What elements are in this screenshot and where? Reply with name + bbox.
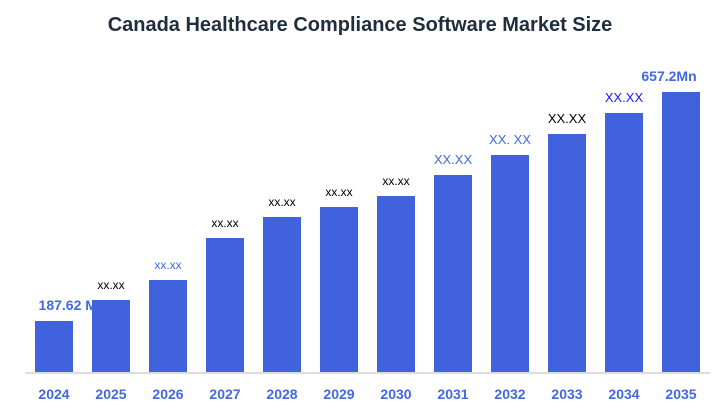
x-tick-label-2032: 2032	[494, 386, 525, 402]
chart-title: Canada Healthcare Compliance Software Ma…	[107, 14, 613, 36]
bar-2031	[434, 175, 472, 372]
x-tick-label-2026: 2026	[152, 386, 183, 402]
x-tick-label-2029: 2029	[323, 386, 354, 402]
x-tick-label-2031: 2031	[437, 386, 468, 402]
data-label-2031: XX.XX	[434, 152, 473, 167]
data-label-2027: xx.xx	[211, 216, 238, 230]
data-label-2032: XX. XX	[489, 132, 531, 147]
x-tick-label-2034: 2034	[608, 386, 639, 402]
x-tick-label-2030: 2030	[380, 386, 411, 402]
x-tick-label-2028: 2028	[266, 386, 297, 402]
bar-2029	[320, 206, 358, 372]
bar-2025	[92, 299, 130, 372]
bar-2035	[662, 92, 700, 372]
x-tick-label-2035: 2035	[665, 386, 696, 402]
data-label-2028: xx.xx	[268, 195, 295, 209]
data-label-2026: xx.xx	[154, 258, 181, 272]
bar-2028	[263, 216, 301, 372]
bar-2027	[206, 238, 244, 372]
bar-2024	[35, 320, 73, 372]
x-tick-label-2027: 2027	[209, 386, 240, 402]
bar-2030	[377, 196, 415, 372]
bar-2032	[491, 155, 529, 372]
data-label-2035: 657.2Mn	[641, 68, 696, 84]
x-tick-label-2033: 2033	[551, 386, 582, 402]
bar-2026	[149, 279, 187, 372]
bar-2033	[548, 133, 586, 372]
data-label-2025: xx.xx	[97, 278, 124, 292]
data-label-2030: xx.xx	[382, 174, 409, 188]
bar-2034	[605, 113, 643, 373]
data-label-2034: XX.XX	[605, 90, 644, 105]
data-label-2033: XX.XX	[548, 111, 587, 126]
x-tick-label-2025: 2025	[95, 386, 126, 402]
data-label-2024: 187.62 Mn	[39, 297, 106, 313]
data-label-2029: xx.xx	[325, 185, 352, 199]
x-tick-label-2024: 2024	[38, 386, 69, 402]
